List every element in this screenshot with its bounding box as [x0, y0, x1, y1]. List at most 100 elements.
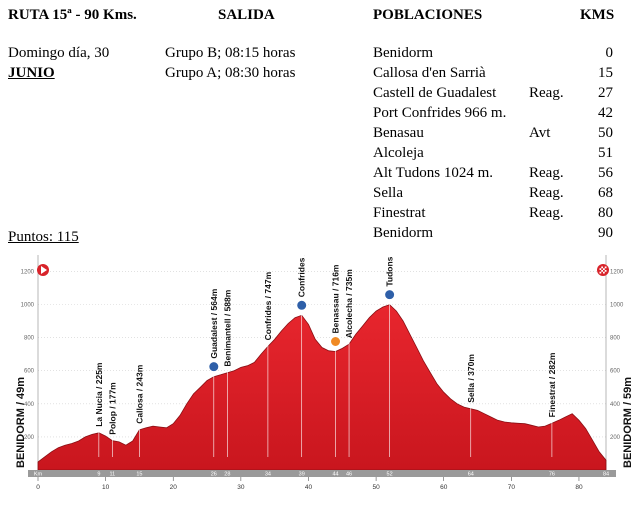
- y-tick-label: 1000: [610, 303, 624, 309]
- distance-bar: Km 9 11 15 26 28 34 39 44 46 52 64 76 84 0 10 20 30 40 50 60…: [28, 470, 616, 491]
- start-finish-markers: BENIDORM / 49m BENIDORM / 59m: [15, 264, 634, 468]
- km-marker-label: 28: [224, 472, 230, 478]
- x-tick-label: 20: [170, 484, 178, 491]
- town-name: Sella: [373, 185, 403, 201]
- town-km: 68: [598, 185, 613, 201]
- distance-strip: [28, 470, 616, 477]
- town-km: 27: [598, 85, 613, 101]
- checker-square: [603, 266, 605, 269]
- elevation-axes: 200 200 400 400 600 600 800 800 1000 1000 1200 1200…: [21, 255, 624, 470]
- km-marker-label: Km: [34, 472, 43, 478]
- town-name: Finestrat: [373, 205, 426, 221]
- y-tick-label: 1200: [610, 269, 624, 275]
- town-km: 42: [598, 105, 613, 121]
- km-marker-label: 76: [549, 472, 555, 478]
- town-km: 50: [598, 125, 613, 141]
- y-tick-label: 600: [24, 369, 35, 375]
- town-note: Reag.: [529, 165, 564, 181]
- x-tick-label: 40: [305, 484, 313, 491]
- peak-label: Benassau / 716m: [331, 264, 341, 333]
- km-marker-label: 9: [97, 472, 100, 478]
- town-note: Avt: [529, 125, 551, 141]
- x-tick-label: 50: [372, 484, 380, 491]
- poblaciones-header: POBLACIONES: [373, 7, 483, 23]
- route-title: RUTA 15ª - 90 Kms.: [8, 7, 137, 23]
- climb-marker-icon: [296, 299, 308, 311]
- peak-label: Callosa / 243m: [134, 364, 144, 424]
- town-row: Benasau Avt 50: [373, 124, 613, 142]
- play-icon: [41, 266, 47, 274]
- km-marker-label: 34: [265, 472, 271, 478]
- start-label: BENIDORM / 49m: [15, 377, 27, 468]
- town-name: Benidorm: [373, 225, 433, 241]
- peak-label: Confrides / 747m: [263, 271, 273, 340]
- town-km: 80: [598, 205, 613, 221]
- town-row: Alcoleja 51: [373, 144, 613, 162]
- town-row: Callosa d'en Sarrià 15: [373, 64, 613, 82]
- town-row: Port Confrides 966 m. 42: [373, 104, 613, 122]
- route-points: Puntos: 115: [8, 229, 79, 245]
- route-date: Domingo día, 30: [8, 45, 110, 61]
- town-row: Castell de Guadalest Reag. 27: [373, 84, 613, 102]
- km-marker-label: 84: [603, 472, 609, 478]
- y-tick-label: 200: [24, 435, 35, 441]
- peak-label: Guadalest / 564m: [209, 288, 219, 358]
- town-km: 0: [605, 45, 614, 61]
- y-tick-label: 1000: [21, 303, 35, 309]
- checker-square: [603, 270, 605, 272]
- y-tick-label: 800: [24, 336, 35, 342]
- town-row: Benidorm 0: [373, 44, 613, 62]
- checker-square: [601, 268, 603, 270]
- climb-marker-icon: [384, 289, 396, 301]
- town-note: Reag.: [529, 205, 564, 221]
- climb-marker-icon: [208, 361, 220, 373]
- y-tick-label: 400: [24, 402, 35, 408]
- town-name: Benasau: [373, 125, 424, 141]
- checker-square: [599, 270, 602, 272]
- group-a-start: Grupo A; 08:30 horas: [165, 65, 296, 81]
- finish-label: BENIDORM / 59m: [622, 377, 634, 468]
- town-name: Benidorm: [373, 45, 433, 61]
- peak-label: Sella / 370m: [466, 354, 476, 403]
- peak-label: Alcolecha / 735m: [344, 269, 354, 338]
- y-tick-label: 200: [610, 435, 621, 441]
- town-km: 90: [598, 225, 613, 241]
- x-tick-label: 0: [36, 484, 40, 491]
- x-tick-label: 60: [440, 484, 448, 491]
- town-note: Reag.: [529, 185, 564, 201]
- feed-marker-icon: [330, 336, 342, 348]
- checker-square: [601, 271, 603, 274]
- town-km: 15: [598, 65, 613, 81]
- town-name: Castell de Guadalest: [373, 85, 497, 101]
- y-tick-label: 1200: [21, 269, 35, 275]
- km-marker-label: 64: [468, 472, 474, 478]
- x-tick-label: 30: [237, 484, 245, 491]
- km-marker-label: 11: [110, 472, 116, 478]
- x-tick-label: 70: [508, 484, 516, 491]
- checker-square: [604, 271, 607, 274]
- km-marker-label: 52: [387, 472, 393, 478]
- town-name: Port Confrides 966 m.: [373, 105, 507, 121]
- town-km: 56: [598, 165, 613, 181]
- km-marker-label: 26: [211, 472, 217, 478]
- peak-label: Confrides / 935m: [297, 255, 307, 297]
- town-row: Sella Reag. 68: [373, 184, 613, 202]
- peak-label: Polop / 177m: [107, 382, 117, 435]
- x-tick-label: 10: [102, 484, 110, 491]
- town-name: Alt Tudons 1024 m.: [373, 165, 494, 181]
- x-tick-label: 80: [575, 484, 583, 491]
- km-marker-label: 44: [332, 472, 338, 478]
- kms-header: KMS: [580, 7, 615, 23]
- km-marker-label: 39: [299, 472, 305, 478]
- km-marker-label: 46: [346, 472, 352, 478]
- town-row: Benidorm 90: [373, 224, 613, 242]
- town-km: 51: [598, 145, 613, 161]
- town-row: Alt Tudons 1024 m. Reag. 56: [373, 164, 613, 182]
- salida-header: SALIDA: [218, 7, 275, 23]
- checker-square: [599, 266, 602, 269]
- y-tick-label: 600: [610, 369, 621, 375]
- town-row: Finestrat Reag. 80: [373, 204, 613, 222]
- elevation-area: [37, 304, 607, 471]
- peak-label: La Nucia / 225m: [94, 362, 104, 427]
- town-name: Alcoleja: [373, 145, 424, 161]
